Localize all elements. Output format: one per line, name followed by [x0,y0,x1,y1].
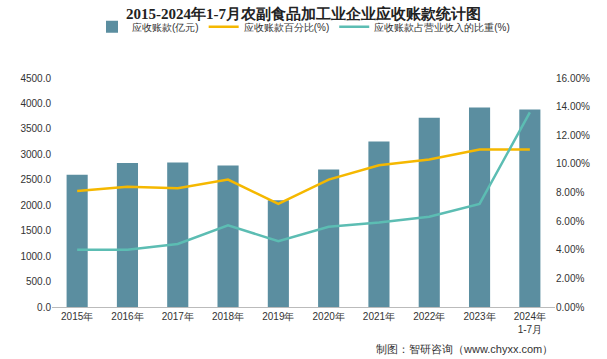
svg-text:2016年: 2016年 [111,311,143,322]
svg-text:2022年: 2022年 [413,311,445,322]
svg-text:10.00%: 10.00% [556,158,590,169]
svg-text:6.00%: 6.00% [556,216,584,227]
svg-text:2024年1-7月: 2024年1-7月 [514,311,546,335]
svg-text:4.00%: 4.00% [556,244,584,255]
svg-text:4500.0: 4500.0 [20,73,51,84]
svg-text:0.00%: 0.00% [556,302,584,313]
svg-text:16.00%: 16.00% [556,73,590,84]
svg-text:14.00%: 14.00% [556,101,590,112]
svg-text:2023年: 2023年 [463,311,495,322]
svg-text:2018年: 2018年 [212,311,244,322]
svg-text:8.00%: 8.00% [556,187,584,198]
svg-text:2015-2024年1-7月农副食品加工业企业应收账款统计图: 2015-2024年1-7月农副食品加工业企业应收账款统计图 [126,5,481,22]
svg-text:2.00%: 2.00% [556,273,584,284]
svg-text:12.00%: 12.00% [556,130,590,141]
svg-text:2021年: 2021年 [363,311,395,322]
svg-text:4000.0: 4000.0 [20,98,51,109]
svg-text:3000.0: 3000.0 [20,149,51,160]
svg-text:2000.0: 2000.0 [20,200,51,211]
svg-text:2017年: 2017年 [162,311,194,322]
svg-text:500.0: 500.0 [26,276,51,287]
svg-text:应收账款(亿元): 应收账款(亿元) [132,22,199,33]
svg-text:3500.0: 3500.0 [20,123,51,134]
svg-text:应收账款占营业收入的比重(%): 应收账款占营业收入的比重(%) [374,22,510,33]
svg-text:应收账款百分比(%): 应收账款百分比(%) [244,22,330,33]
svg-text:2500.0: 2500.0 [20,174,51,185]
svg-text:1000.0: 1000.0 [20,251,51,262]
svg-text:2019年: 2019年 [262,311,294,322]
svg-text:0.0: 0.0 [37,302,51,313]
svg-text:2020年: 2020年 [313,311,345,322]
svg-text:1500.0: 1500.0 [20,225,51,236]
svg-text:制图：智研咨询（www.chyxx.com）: 制图：智研咨询（www.chyxx.com） [376,343,553,355]
svg-text:2015年: 2015年 [61,311,93,322]
